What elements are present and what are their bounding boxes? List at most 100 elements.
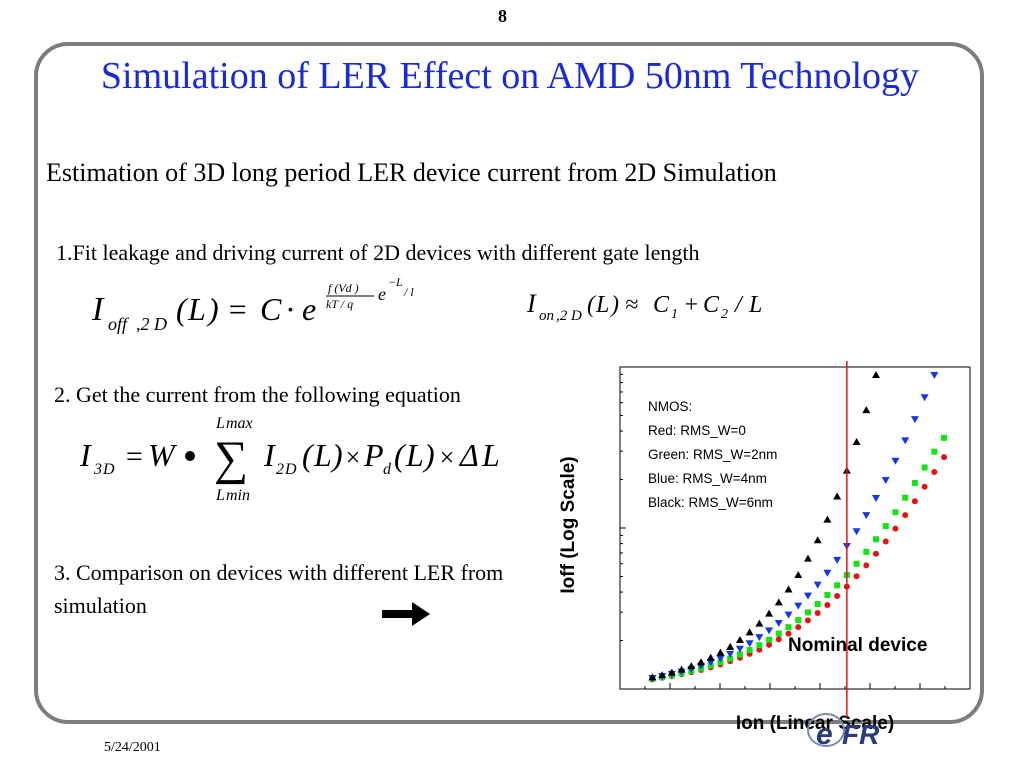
data-point-red [902,512,909,519]
legend-title: NMOS: [648,399,692,414]
svg-text:D: D [570,308,582,324]
data-point-blue [755,634,764,642]
svg-text:): ) [330,437,343,473]
data-point-red [911,498,918,505]
data-point-green [882,523,889,530]
svg-text:L: L [215,415,225,432]
data-point-green [921,464,928,471]
data-point-blue [706,659,715,667]
data-point-blue [852,528,861,536]
data-point-red [766,641,773,648]
step-1-text: 1.Fit leakage and driving current of 2D … [56,240,700,265]
svg-text:I: I [526,289,537,318]
data-point-red [892,525,899,532]
svg-text:e: e [302,291,316,327]
data-point-green [863,548,870,555]
data-point-black [823,515,832,523]
data-point-black [726,642,735,650]
data-point-black [813,536,822,544]
data-point-green [795,617,802,624]
data-point-black [687,662,696,670]
svg-text:FR: FR [842,719,880,750]
data-point-green [804,609,811,616]
data-point-green [775,630,782,637]
data-point-black [765,609,774,617]
data-point-red [921,483,928,490]
data-point-green [756,642,763,649]
data-point-green [834,582,841,589]
data-point-black [755,619,764,627]
data-point-black [784,585,793,593]
data-point-blue [803,592,812,600]
data-point-blue [891,457,900,465]
svg-text:C: C [653,292,670,318]
data-point-green [746,647,753,654]
slide-title: Simulation of LER Effect on AMD 50nm Tec… [100,55,920,97]
svg-text:D: D [284,461,297,478]
i3d-equation: I 3 D = W L max ∑ L min I 2 D ( L ) × P … [79,415,500,504]
data-point-black [697,658,706,666]
data-point-green [931,448,938,455]
svg-text:(: ( [394,437,407,473]
data-point-red [882,538,889,545]
svg-text:L: L [405,437,424,473]
data-point-black [735,636,744,644]
data-point-red [785,630,792,637]
svg-text:/ l: / l [403,285,414,299]
x-axis-label: Ion (Linear Scale) [736,713,894,734]
data-point-black [803,554,812,562]
data-point-black [862,406,871,414]
data-point-red [853,573,860,580]
svg-text:I: I [91,291,105,328]
data-point-blue [765,627,774,635]
data-point-red [814,610,821,617]
data-point-black [716,648,725,656]
data-point-green [824,591,831,598]
svg-text:) ≈: ) ≈ [609,292,638,318]
data-point-red [863,562,870,569]
data-point-black [794,571,803,579]
svg-text:L: L [595,292,609,318]
data-point-red [756,646,763,653]
data-point-green [911,479,918,486]
data-point-blue [901,437,910,445]
svg-text:kT / q: kT / q [326,297,353,311]
data-point-black [648,673,657,681]
svg-text:L: L [481,437,500,473]
right-arrow-icon [382,602,430,626]
svg-text:W: W [148,437,178,473]
svg-text:×: × [344,443,362,472]
nominal-device-label: Nominal device [788,635,927,656]
svg-text:max: max [226,415,253,432]
data-point-blue [716,655,725,663]
svg-text:+: + [683,292,699,318]
svg-text:D: D [102,461,115,478]
svg-text:·: · [286,291,294,327]
data-point-blue [930,372,939,380]
svg-text:=: = [124,440,144,473]
data-point-black [745,628,754,636]
data-point-blue [794,602,803,610]
svg-text:2: 2 [276,461,284,478]
data-point-green [766,636,773,643]
footer-date: 5/24/2001 [104,740,161,755]
svg-text:f (Vd ): f (Vd ) [328,281,359,295]
svg-text:/: / [733,292,744,318]
step-3-text: 3. Comparison on devices with different … [54,560,504,618]
svg-text:d: d [383,461,392,478]
svg-text:Δ: Δ [458,437,479,473]
data-point-blue [862,512,871,520]
svg-text:): ) [422,437,435,473]
data-point-black [667,668,676,676]
data-point-blue [735,645,744,653]
data-point-black [706,653,715,661]
chart-legend: NMOS: Red: RMS_W=0 Green: RMS_W=2nm Blue… [648,399,777,510]
data-point-red [931,468,938,475]
svg-text:C: C [260,291,282,327]
data-point-red [824,601,831,608]
svg-text:C: C [703,292,720,318]
svg-text:L: L [748,292,762,318]
data-point-red [941,454,948,461]
data-point-black [774,598,783,606]
slide-frame [34,42,984,724]
